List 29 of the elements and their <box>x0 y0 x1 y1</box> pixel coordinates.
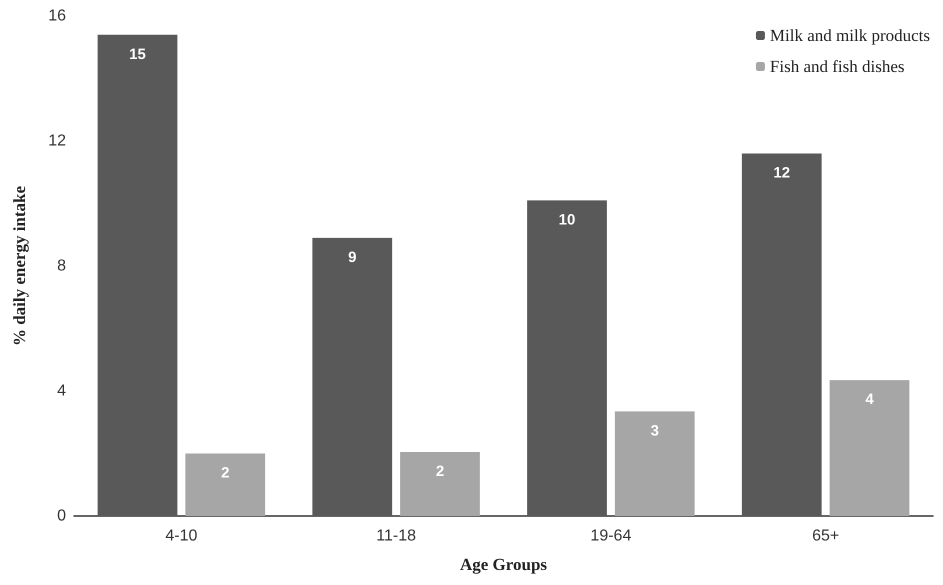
bar <box>312 238 392 516</box>
bar <box>614 411 695 516</box>
y-axis-title: % daily energy intake <box>10 186 29 346</box>
y-tick-label: 16 <box>48 8 66 24</box>
data-label: 10 <box>558 211 576 228</box>
x-tick-label: 19-64 <box>590 528 632 544</box>
data-label: 12 <box>773 164 790 182</box>
x-tick-label: 4-10 <box>165 528 198 544</box>
bar <box>527 200 607 516</box>
data-label: 15 <box>129 46 146 63</box>
y-tick-label: 8 <box>57 258 66 274</box>
bar <box>830 380 910 516</box>
x-tick-label: 65+ <box>812 528 840 544</box>
bar <box>400 452 480 516</box>
data-label: 2 <box>436 462 444 480</box>
data-label: 3 <box>650 422 659 440</box>
legend-label: Milk and milk products <box>770 26 930 45</box>
x-axis-title: Age Groups <box>460 555 548 574</box>
bar <box>98 34 178 516</box>
y-tick-label: 0 <box>57 508 66 524</box>
legend-label: Fish and fish dishes <box>770 57 905 76</box>
bar <box>185 454 266 516</box>
y-tick-label: 4 <box>57 382 66 400</box>
data-label: 2 <box>221 464 230 482</box>
data-label: 4 <box>865 391 874 408</box>
data-label: 9 <box>348 248 356 266</box>
x-tick-label: 11-18 <box>376 528 416 544</box>
bar <box>742 154 822 516</box>
y-tick-label: 12 <box>48 132 66 150</box>
